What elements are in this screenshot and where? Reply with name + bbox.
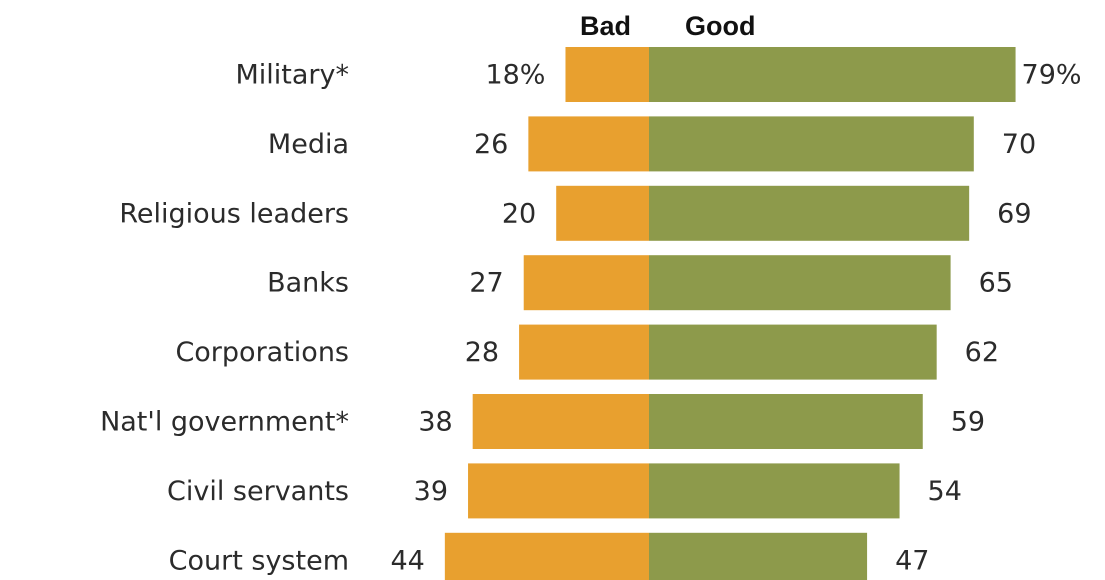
bar-good	[649, 463, 900, 519]
bar-bad	[444, 532, 649, 580]
chart-row: Media 26 70	[268, 116, 1036, 172]
bar-bad	[565, 47, 649, 102]
bar-bad	[523, 255, 649, 311]
value-label-bad: 28	[465, 337, 499, 368]
bar-bad	[556, 185, 649, 241]
value-label-good: 65	[979, 268, 1013, 299]
value-label-bad: 44	[390, 545, 424, 576]
value-label-good: 62	[965, 337, 999, 368]
bar-bad	[468, 463, 649, 519]
legend: Bad Good	[580, 11, 756, 41]
category-label: Media	[268, 129, 349, 160]
value-label-bad: 27	[469, 268, 503, 299]
bar-bad	[472, 394, 649, 449]
bar-good	[649, 394, 923, 449]
value-label-good: 54	[928, 476, 962, 507]
chart-row: Religious leaders 20 69	[119, 185, 1032, 241]
legend-label-bad: Bad	[580, 11, 631, 41]
value-label-bad: 38	[418, 407, 452, 438]
category-label: Banks	[267, 268, 349, 299]
bar-good	[649, 185, 970, 241]
bar-bad	[519, 324, 649, 380]
value-label-bad: 18%	[485, 60, 545, 91]
category-label: Religious leaders	[119, 198, 349, 229]
bar-good	[649, 116, 974, 172]
bar-good	[649, 47, 1016, 102]
chart-rows: Military* 18% 79% Media 26 70 Religious leader…	[100, 47, 1082, 580]
category-label: Civil servants	[167, 476, 349, 507]
bar-good	[649, 532, 868, 580]
value-label-good: 70	[1002, 129, 1036, 160]
chart-row: Banks 27 65	[267, 255, 1013, 311]
category-label: Corporations	[175, 337, 349, 368]
chart-row: Court system 44 47	[169, 532, 929, 580]
value-label-bad: 26	[474, 129, 508, 160]
category-label: Nat'l government*	[100, 407, 349, 438]
value-label-good: 59	[951, 407, 985, 438]
category-label: Military*	[235, 60, 349, 91]
category-label: Court system	[169, 545, 349, 576]
legend-label-good: Good	[685, 11, 755, 41]
chart-row: Corporations 28 62	[175, 324, 999, 380]
value-label-bad: 39	[414, 476, 448, 507]
value-label-bad: 20	[502, 198, 536, 229]
value-label-good: 69	[997, 198, 1031, 229]
bar-good	[649, 255, 951, 311]
bar-good	[649, 324, 937, 380]
bar-bad	[528, 116, 649, 172]
value-label-good: 79%	[1022, 60, 1082, 91]
chart-row: Military* 18% 79%	[235, 47, 1082, 102]
chart-row: Civil servants 39 54	[167, 463, 962, 519]
value-label-good: 47	[895, 545, 929, 576]
chart-row: Nat'l government* 38 59	[100, 394, 985, 449]
